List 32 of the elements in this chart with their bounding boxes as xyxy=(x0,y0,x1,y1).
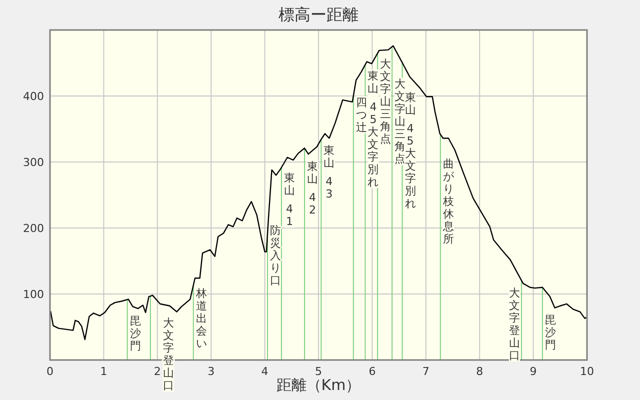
y-tick-label: 400 xyxy=(23,90,44,103)
ref-line-label: 東山 41 xyxy=(284,172,295,228)
y-tick-label: 100 xyxy=(23,288,44,301)
x-tick-label: 2 xyxy=(154,365,161,378)
ref-line-label: 大文字山三角点 xyxy=(394,78,406,166)
x-tick-label: 8 xyxy=(476,365,484,378)
text: 東山 45大文字別れ xyxy=(404,91,416,210)
ref-line-label: 林道出会い xyxy=(194,286,207,350)
ref-line-label: 東山 43 xyxy=(324,144,335,201)
ref-line-label: 大文字登山口 xyxy=(162,316,174,392)
x-tick-label: 6 xyxy=(368,365,376,378)
x-tick-label: 4 xyxy=(261,365,268,378)
x-tick-label: 0 xyxy=(46,365,54,378)
ref-line-label: 毘沙門 xyxy=(130,314,141,352)
ref-line-label: 毘沙門 xyxy=(544,314,556,352)
x-tick-label: 7 xyxy=(422,365,430,378)
text: 東山 45大文字別れ xyxy=(368,69,379,188)
ref-line-label: 四つ辻 xyxy=(356,96,367,134)
x-tick-label: 3 xyxy=(208,365,215,378)
ref-line-label: 曲がり枝休息所 xyxy=(442,157,455,246)
x-tick-label: 5 xyxy=(315,365,322,378)
x-axis-title: 距離（Km） xyxy=(276,376,361,394)
ref-line-label: 大文字登山口 xyxy=(508,286,520,362)
ref-line-label: 東山 42 xyxy=(307,160,318,216)
y-tick-label: 200 xyxy=(23,222,44,235)
x-tick-label: 9 xyxy=(530,365,537,378)
ref-line-label: 大文字山三角点 xyxy=(380,58,392,146)
y-tick-label: 300 xyxy=(23,156,44,169)
ref-line-label: 防災入り口 xyxy=(270,224,281,287)
chart-title: 標高ー距離 xyxy=(278,5,358,24)
x-tick-label: 10 xyxy=(580,365,594,378)
x-tick-label: 1 xyxy=(100,365,108,378)
